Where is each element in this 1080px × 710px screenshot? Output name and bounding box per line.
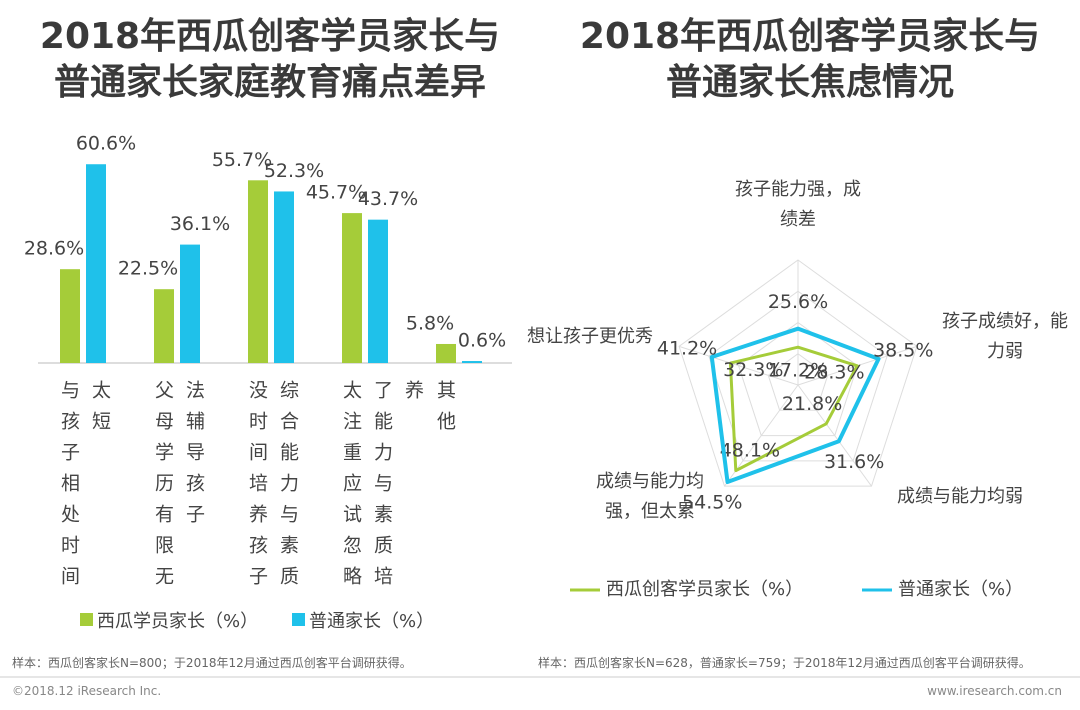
- bar: [154, 289, 174, 363]
- legend-label: 西瓜学员家长（%）: [97, 611, 259, 632]
- value-label: 25.6%: [768, 291, 828, 313]
- axis-label: 想让孩子更优秀: [527, 326, 653, 347]
- note: 样本：西瓜创客家长N=800；于2018年12月通过西瓜创客平台调研获得。: [12, 656, 412, 670]
- legend-swatch: [80, 613, 93, 626]
- radar-title: 2018年西瓜创客学员家长与 普通家长焦虑情况: [579, 16, 1041, 103]
- bar: [436, 343, 456, 363]
- axis-label: 孩子成绩好，能 力弱: [942, 311, 1068, 362]
- note: 样本：西瓜创客家长N=628，普通家长=759；于2018年12月通过西瓜创客平…: [538, 656, 1031, 670]
- x-category-label: 父母学历有限无法辅导孩子: [152, 380, 205, 597]
- bar: [180, 244, 200, 363]
- value-label: 17.2%: [768, 360, 828, 382]
- value-label: 43.7%: [358, 188, 418, 210]
- legend-swatch: [292, 613, 305, 626]
- value-label: 31.6%: [824, 451, 884, 473]
- value-label: 60.6%: [76, 133, 136, 155]
- radar-grid: [678, 259, 918, 487]
- value-label: 5.8%: [406, 312, 454, 334]
- axis-label: 成绩与能力均 强，但太累: [596, 471, 704, 522]
- x-category-label: 太注重应试忽略了能力与素质培养: [340, 380, 424, 597]
- value-label: 28.6%: [24, 238, 84, 260]
- radar-grid: [767, 353, 829, 411]
- x-category-label: 与孩子相处时间太短: [58, 380, 111, 597]
- legend-label: 普通家长（%）: [898, 579, 1023, 600]
- axis-label: 成绩与能力均弱: [897, 486, 1023, 507]
- value-label: 54.5%: [682, 492, 742, 514]
- value-label: 21.8%: [782, 393, 842, 415]
- value-label: 38.5%: [873, 339, 933, 361]
- x-category-label: 没时间培养孩子综合能力与素质: [246, 380, 299, 597]
- value-label: 41.2%: [657, 337, 717, 359]
- bar: [60, 269, 80, 363]
- x-category-label: 其他: [434, 380, 456, 442]
- legend-label: 普通家长（%）: [309, 611, 435, 632]
- bar: [86, 164, 106, 363]
- value-label: 32.3%: [723, 359, 783, 381]
- legend-label: 西瓜创客学员家长（%）: [606, 579, 803, 600]
- bar: [342, 213, 362, 363]
- website: www.iresearch.com.cn: [927, 684, 1062, 698]
- radar-grid: [708, 290, 888, 462]
- value-label: 48.1%: [720, 440, 780, 462]
- bar: [248, 180, 268, 363]
- bar-title: 2018年西瓜创客学员家长与 普通家长家庭教育痛点差异: [39, 16, 501, 103]
- value-label: 28.3%: [804, 362, 864, 384]
- radar-spoke: [797, 384, 872, 487]
- value-label: 36.1%: [170, 213, 230, 235]
- radar-line: [709, 326, 881, 485]
- bar: [462, 361, 482, 363]
- value-label: 52.3%: [264, 160, 324, 182]
- bar: [274, 191, 294, 363]
- axis-label: 孩子能力强，成 绩差: [735, 179, 861, 230]
- radar-spoke: [678, 345, 799, 386]
- value-label: 55.7%: [212, 149, 272, 171]
- value-label: 0.6%: [458, 330, 506, 352]
- radar-line: [728, 345, 859, 473]
- copyright: ©2018.12 iResearch Inc.: [12, 684, 162, 698]
- bar: [368, 219, 388, 363]
- value-label: 45.7%: [306, 182, 366, 204]
- value-label: 22.5%: [118, 258, 178, 280]
